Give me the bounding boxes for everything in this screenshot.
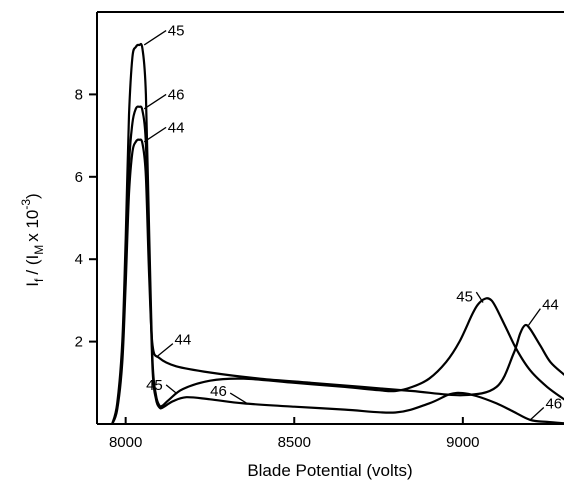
curve-label-leader [143,126,167,143]
curve-label-46: 46 [210,383,227,400]
curve-label-46: 46 [168,86,185,103]
curve-label-leader [475,291,484,303]
curve-label-44: 44 [175,332,192,349]
y-tick-label: 2 [75,334,83,351]
series-line-44 [111,138,564,424]
curve-label-45: 45 [146,377,163,394]
curve-label-leader [165,384,177,394]
series-line-45 [111,42,564,424]
series-layer [111,42,564,424]
curve-label-leader [143,93,167,110]
y-axis-title-part: ) [23,193,42,199]
y-axis-title-part: x 10 [23,210,42,242]
y-tick-label: 8 [75,86,83,103]
x-tick-label: 8500 [278,434,311,451]
plot-frame [96,11,564,425]
x-axis-title: Blade Potential (volts) [247,461,412,480]
curve-label-45: 45 [456,288,473,305]
svg-text:If/ (IMx 10-3): If / (IMx 10-3) [19,193,46,286]
x-tick-label: 9000 [446,434,479,451]
y-axis-title-part: / (I [23,255,42,275]
x-tick-label: 8000 [109,434,142,451]
y-tick-label: 6 [75,169,83,186]
curve-label-45: 45 [168,23,185,40]
curve-label-leader [229,392,248,404]
y-axis-title-part: f [32,278,46,282]
curve-label-leader [529,407,545,421]
curve-label-44: 44 [542,297,559,314]
curve-label-leader [157,343,174,357]
y-axis-title: If / (IMx 10-3) [19,193,46,286]
labels-layer: 45 46 44 44 45 46 45 44 46 [143,23,562,421]
curve-label-44: 44 [168,119,185,136]
curve-label-46: 46 [545,395,562,412]
curve-label-leader [528,308,541,326]
y-axis-title-part: M [32,245,46,255]
curve-label-leader [143,29,167,46]
y-axis-title-part: I [23,282,42,287]
series-line-46 [111,105,564,424]
y-axis-title-part: -3 [19,199,33,210]
y-tick-label: 4 [75,251,83,268]
